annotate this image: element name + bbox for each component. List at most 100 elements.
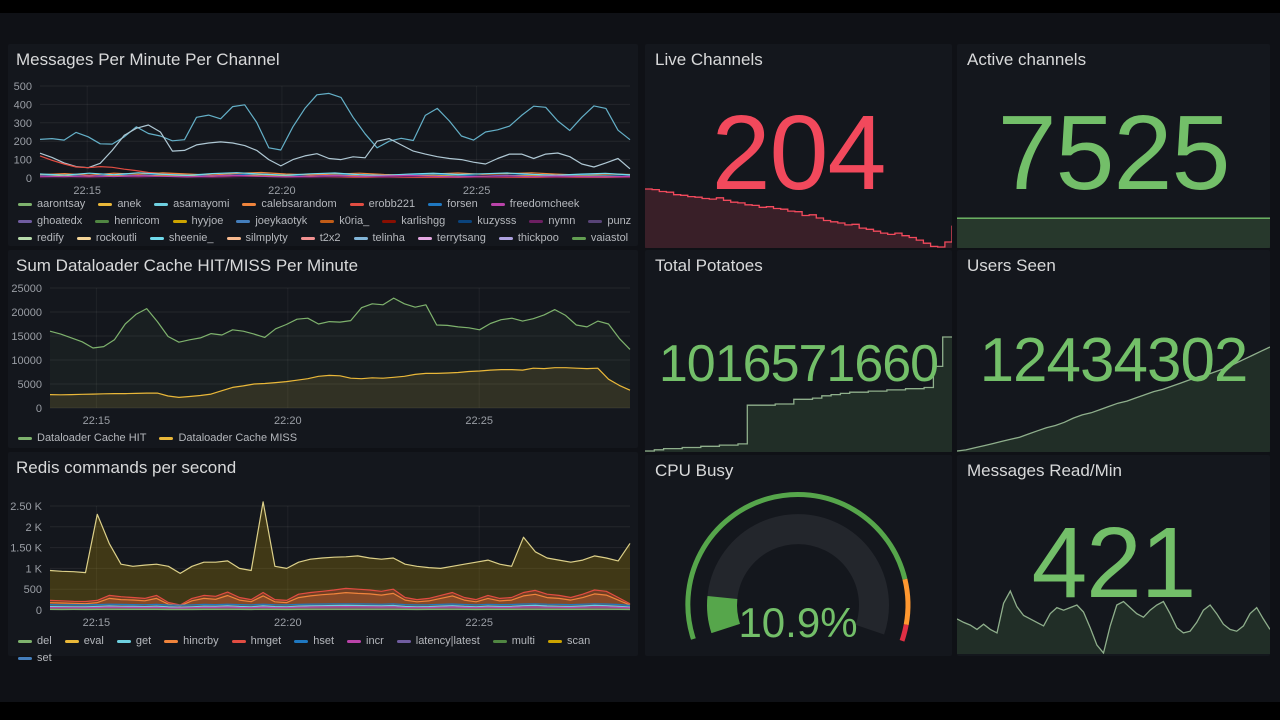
- legend-item-multi[interactable]: multi: [492, 634, 535, 649]
- messages-per-minute-chart[interactable]: 0 100 200 300 400 500 22:15 22:20 22:25: [10, 80, 636, 200]
- panel-title[interactable]: Messages Read/Min: [967, 461, 1122, 480]
- legend-label: thickpoo: [517, 232, 559, 244]
- svg-text:1.50 K: 1.50 K: [10, 543, 42, 555]
- legend-swatch: [236, 220, 251, 223]
- legend-item-redify[interactable]: redify: [18, 231, 64, 246]
- svg-text:0: 0: [36, 403, 42, 415]
- legend-item-get[interactable]: get: [116, 634, 151, 649]
- total-potatoes-sparkline[interactable]: [645, 334, 952, 452]
- legend-item-hyyjoe[interactable]: hyyjoe: [172, 214, 223, 229]
- legend-label: ghoatedx: [37, 215, 83, 227]
- panel-active-channels: Active channels 7525: [957, 44, 1270, 248]
- legend-swatch: [492, 640, 507, 643]
- legend-item-nymn[interactable]: nymn: [529, 214, 575, 229]
- legend-swatch: [172, 220, 187, 223]
- legend-item-kuzysss[interactable]: kuzysss: [458, 214, 516, 229]
- legend-label: Dataloader Cache MISS: [178, 432, 298, 444]
- legend-item-sheenie_[interactable]: sheenie_: [149, 231, 214, 246]
- legend-label: hincrby: [183, 635, 219, 647]
- legend-swatch: [64, 640, 79, 643]
- legend-item-punz[interactable]: punz: [588, 214, 631, 229]
- legend-item-t2x2[interactable]: t2x2: [300, 231, 341, 246]
- panel-title[interactable]: Users Seen: [967, 256, 1056, 275]
- legend-item-silmplyty[interactable]: silmplyty: [226, 231, 288, 246]
- legend-item-latency|latest[interactable]: latency|latest: [396, 634, 480, 649]
- legend-swatch: [498, 237, 513, 240]
- grafana-dashboard: Messages Per Minute Per Channel 0 100 200 3…: [0, 13, 1280, 702]
- legend-label: hmget: [250, 635, 282, 647]
- legend-swatch: [164, 640, 179, 643]
- legend-swatch: [149, 237, 164, 240]
- legend-swatch: [490, 203, 505, 206]
- legend-label: k0ria_: [339, 215, 370, 227]
- legend-item-Dataloader Cache HIT[interactable]: Dataloader Cache HIT: [18, 431, 146, 446]
- active-channels-value: 7525: [997, 94, 1231, 212]
- panel-title[interactable]: Messages Per Minute Per Channel: [16, 50, 280, 69]
- active-channels-sparkline[interactable]: [957, 186, 1270, 248]
- legend-item-terrytsang[interactable]: terrytsang: [417, 231, 486, 246]
- legend-item-vaiastol[interactable]: vaiastol: [571, 231, 628, 246]
- legend-item-aarontsay[interactable]: aarontsay: [18, 197, 85, 212]
- legend-swatch: [18, 203, 32, 206]
- legend-swatch: [226, 237, 241, 240]
- legend-label: anek: [117, 198, 142, 210]
- svg-text:25000: 25000: [11, 283, 42, 295]
- redis-commands-chart[interactable]: 0 500 1 K 1.50 K 2 K 2.50 K 22:15 22:20 22:25: [10, 498, 636, 634]
- users-seen-sparkline[interactable]: [957, 344, 1270, 452]
- legend-item-k0ria_[interactable]: k0ria_: [320, 214, 369, 229]
- legend-item-anek[interactable]: anek: [98, 197, 141, 212]
- panel-title[interactable]: Sum Dataloader Cache HIT/MISS Per Minute: [16, 256, 359, 275]
- panel-title[interactable]: Total Potatoes: [655, 256, 763, 275]
- panel-title[interactable]: CPU Busy: [655, 461, 734, 480]
- panel-title[interactable]: Live Channels: [655, 50, 763, 69]
- legend-label: erobb221: [368, 198, 416, 210]
- legend-item-telinha[interactable]: telinha: [353, 231, 405, 246]
- legend-swatch: [154, 203, 169, 206]
- legend-item-forsen[interactable]: forsen: [428, 197, 478, 212]
- legend-label: calebsarandom: [261, 198, 337, 210]
- legend-label: rockoutli: [95, 232, 137, 244]
- legend-swatch: [548, 640, 562, 643]
- legend-item-calebsarandom[interactable]: calebsarandom: [242, 197, 337, 212]
- legend-item-hset[interactable]: hset: [294, 634, 334, 649]
- legend-item-ghoatedx[interactable]: ghoatedx: [18, 214, 82, 229]
- legend-item-joeykaotyk[interactable]: joeykaotyk: [236, 214, 307, 229]
- legend-item-scan[interactable]: scan: [548, 634, 590, 649]
- legend-item-eval[interactable]: eval: [64, 634, 104, 649]
- legend-item-thickpoo[interactable]: thickpoo: [498, 231, 559, 246]
- legend-item-rockoutli[interactable]: rockoutli: [76, 231, 137, 246]
- legend-label: redify: [37, 232, 64, 244]
- legend-item-hincrby[interactable]: hincrby: [164, 634, 219, 649]
- svg-text:22:20: 22:20: [268, 185, 296, 197]
- legend-label: nymn: [548, 215, 576, 227]
- legend-swatch: [588, 220, 603, 223]
- legend-item-asamayomi[interactable]: asamayomi: [154, 197, 229, 212]
- messages-read-sparkline[interactable]: [957, 588, 1270, 654]
- legend-label: t2x2: [319, 232, 341, 244]
- cpu-busy-gauge[interactable]: 10.9%: [645, 455, 952, 656]
- legend-item-henricom[interactable]: henricom: [95, 214, 160, 229]
- legend-item-erobb221[interactable]: erobb221: [349, 197, 416, 212]
- users-seen-value: 12434302: [979, 326, 1249, 395]
- svg-text:22:25: 22:25: [465, 617, 493, 629]
- legend-label: scan: [567, 635, 591, 647]
- legend-item-Dataloader Cache MISS[interactable]: Dataloader Cache MISS: [159, 431, 297, 446]
- legend-label: kuzysss: [477, 215, 517, 227]
- svg-text:22:20: 22:20: [274, 415, 302, 427]
- legend-swatch: [458, 220, 473, 223]
- legend-item-incr[interactable]: incr: [347, 634, 384, 649]
- legend-swatch: [98, 203, 113, 206]
- legend-item-hmget[interactable]: hmget: [231, 634, 282, 649]
- legend-label: henricom: [114, 215, 160, 227]
- legend-label: telinha: [372, 232, 405, 244]
- legend-swatch: [571, 237, 586, 240]
- legend-item-set[interactable]: set: [18, 651, 52, 666]
- legend-item-del[interactable]: del: [18, 634, 52, 649]
- live-channels-sparkline[interactable]: [645, 186, 952, 248]
- dataloader-cache-chart[interactable]: 0 5000 10000 15000 20000 25000 22:15 22:20 22:25: [10, 280, 636, 432]
- panel-title[interactable]: Redis commands per second: [16, 458, 237, 477]
- legend-item-freedomcheek[interactable]: freedomcheek: [490, 197, 579, 212]
- panel-title[interactable]: Active channels: [967, 50, 1087, 69]
- legend-item-karlishgg[interactable]: karlishgg: [382, 214, 445, 229]
- legend-label: punz: [607, 215, 632, 227]
